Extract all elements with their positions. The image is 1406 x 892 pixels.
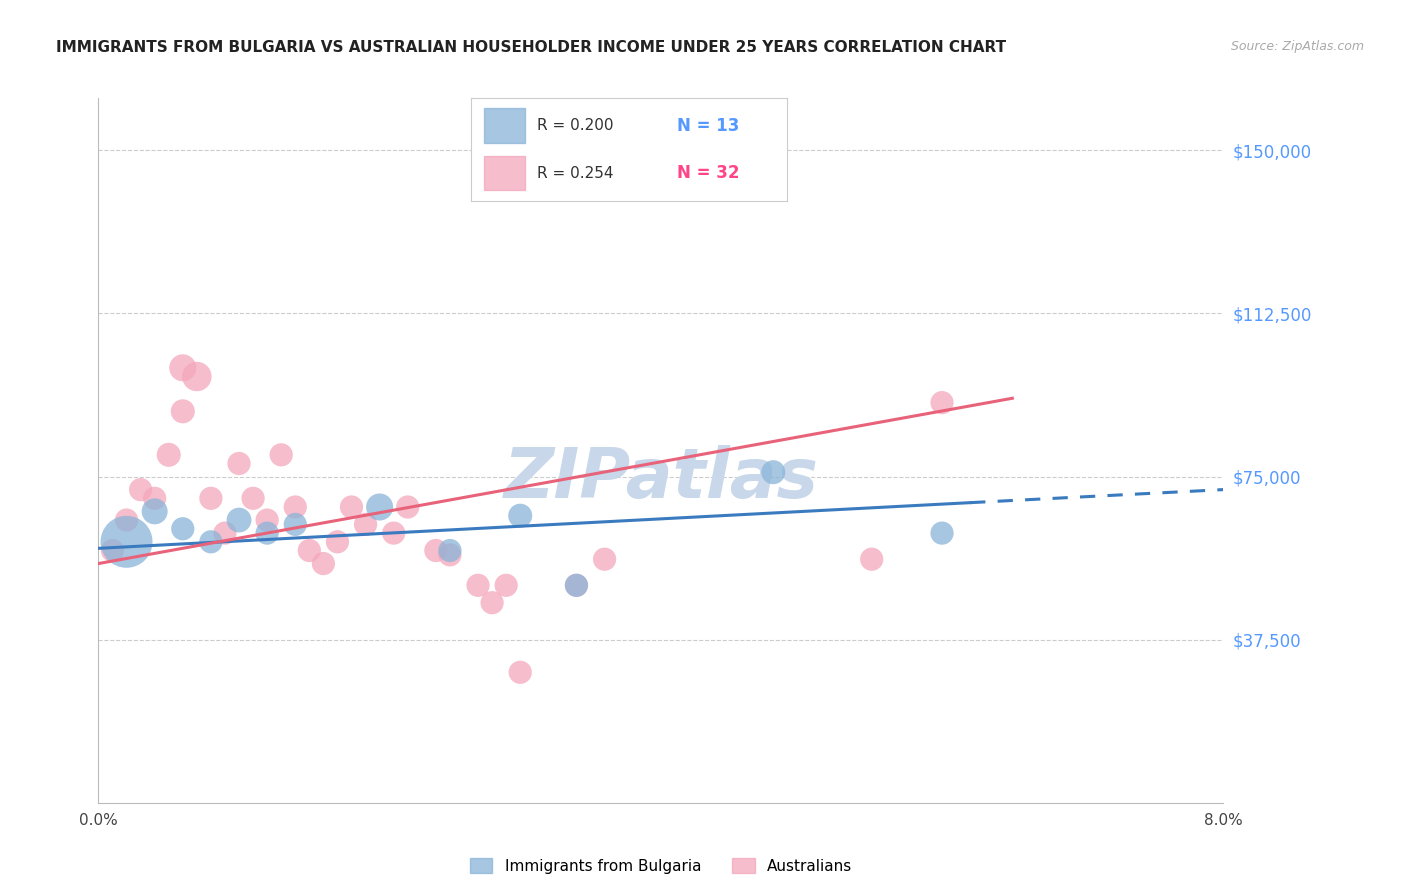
Text: ZIPatlas: ZIPatlas	[503, 445, 818, 512]
Point	[354, 517, 377, 532]
Point	[157, 448, 180, 462]
Point	[593, 552, 616, 566]
Point	[439, 543, 461, 558]
Point	[425, 543, 447, 558]
Point	[228, 513, 250, 527]
Text: N = 32: N = 32	[676, 164, 740, 182]
Text: Source: ZipAtlas.com: Source: ZipAtlas.com	[1230, 40, 1364, 54]
Point	[228, 457, 250, 471]
Point	[396, 500, 419, 514]
Point	[101, 543, 124, 558]
Point	[565, 578, 588, 592]
Point	[242, 491, 264, 506]
Bar	[484, 155, 524, 190]
Point	[860, 552, 883, 566]
Point	[115, 513, 138, 527]
Point	[326, 534, 349, 549]
Point	[762, 465, 785, 479]
Point	[143, 491, 166, 506]
Point	[298, 543, 321, 558]
Point	[931, 526, 953, 541]
Bar	[484, 108, 524, 144]
Point	[143, 504, 166, 518]
Point	[382, 526, 405, 541]
Point	[200, 534, 222, 549]
Point	[214, 526, 236, 541]
Point	[439, 548, 461, 562]
Point	[172, 522, 194, 536]
Text: R = 0.254: R = 0.254	[537, 166, 614, 180]
Point	[312, 557, 335, 571]
Point	[481, 596, 503, 610]
Point	[284, 517, 307, 532]
Point	[172, 360, 194, 375]
Text: N = 13: N = 13	[676, 117, 740, 135]
Point	[270, 448, 292, 462]
Point	[509, 665, 531, 680]
Point	[368, 500, 391, 514]
Point	[115, 534, 138, 549]
Point	[186, 369, 208, 384]
Point	[340, 500, 363, 514]
Text: IMMIGRANTS FROM BULGARIA VS AUSTRALIAN HOUSEHOLDER INCOME UNDER 25 YEARS CORRELA: IMMIGRANTS FROM BULGARIA VS AUSTRALIAN H…	[56, 40, 1007, 55]
Point	[284, 500, 307, 514]
Point	[172, 404, 194, 418]
Point	[495, 578, 517, 592]
Point	[565, 578, 588, 592]
Point	[931, 395, 953, 409]
Point	[467, 578, 489, 592]
Text: R = 0.200: R = 0.200	[537, 119, 614, 133]
Point	[129, 483, 152, 497]
Point	[200, 491, 222, 506]
Point	[256, 526, 278, 541]
Point	[256, 513, 278, 527]
Point	[509, 508, 531, 523]
Legend: Immigrants from Bulgaria, Australians: Immigrants from Bulgaria, Australians	[464, 852, 858, 880]
